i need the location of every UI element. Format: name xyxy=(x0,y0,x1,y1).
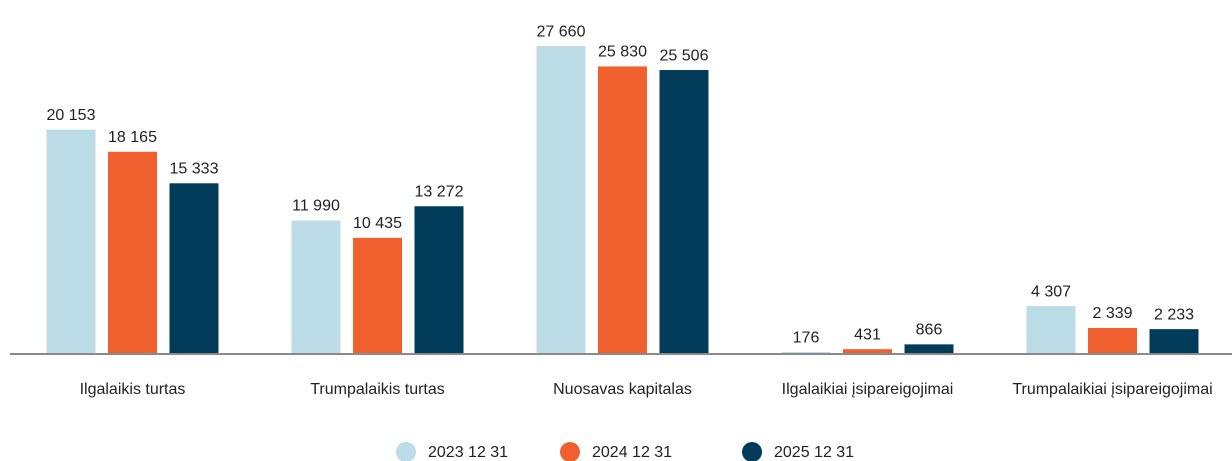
value-label: 27 660 xyxy=(537,23,586,40)
x-tick-label: Ilgalaikis turtas xyxy=(80,381,186,398)
bar xyxy=(598,66,647,355)
value-label: 25 830 xyxy=(598,44,647,61)
value-label: 2 339 xyxy=(1092,305,1132,322)
value-label: 18 165 xyxy=(108,129,157,146)
bar xyxy=(659,70,709,354)
bar xyxy=(169,183,219,354)
bar xyxy=(108,151,157,354)
legend-swatch xyxy=(742,442,762,461)
legend-label: 2025 12 31 xyxy=(774,444,854,461)
value-label: 2 233 xyxy=(1154,306,1194,323)
x-tick-label: Ilgalaikiai įsipareigojimai xyxy=(782,381,954,398)
value-label: 176 xyxy=(793,329,820,346)
value-label: 25 506 xyxy=(660,47,709,64)
value-label: 11 990 xyxy=(292,198,340,215)
value-label: 4 307 xyxy=(1031,283,1071,300)
bar xyxy=(414,206,464,354)
value-label: 20 153 xyxy=(47,107,96,124)
x-tick-label: Trumpalaikiai įsipareigojimai xyxy=(1012,381,1212,398)
legend-label: 2024 12 31 xyxy=(592,444,672,461)
value-label: 431 xyxy=(854,326,881,343)
bar xyxy=(46,129,96,354)
bar xyxy=(904,344,954,354)
value-label: 13 272 xyxy=(415,183,464,200)
value-label: 15 333 xyxy=(170,161,219,178)
value-label: 10 435 xyxy=(353,215,402,232)
x-tick-label: Trumpalaikis turtas xyxy=(310,381,445,398)
bar xyxy=(536,46,586,354)
bar xyxy=(1149,329,1199,354)
bar xyxy=(1088,327,1137,354)
x-tick-label: Nuosavas kapitalas xyxy=(553,381,692,398)
bar xyxy=(353,237,402,354)
legend-swatch xyxy=(560,442,580,461)
bar xyxy=(1026,306,1076,354)
bar xyxy=(843,349,892,354)
legend-swatch xyxy=(396,442,416,461)
bar xyxy=(291,220,341,354)
value-label: 866 xyxy=(916,322,943,339)
legend-label: 2023 12 31 xyxy=(428,444,508,461)
